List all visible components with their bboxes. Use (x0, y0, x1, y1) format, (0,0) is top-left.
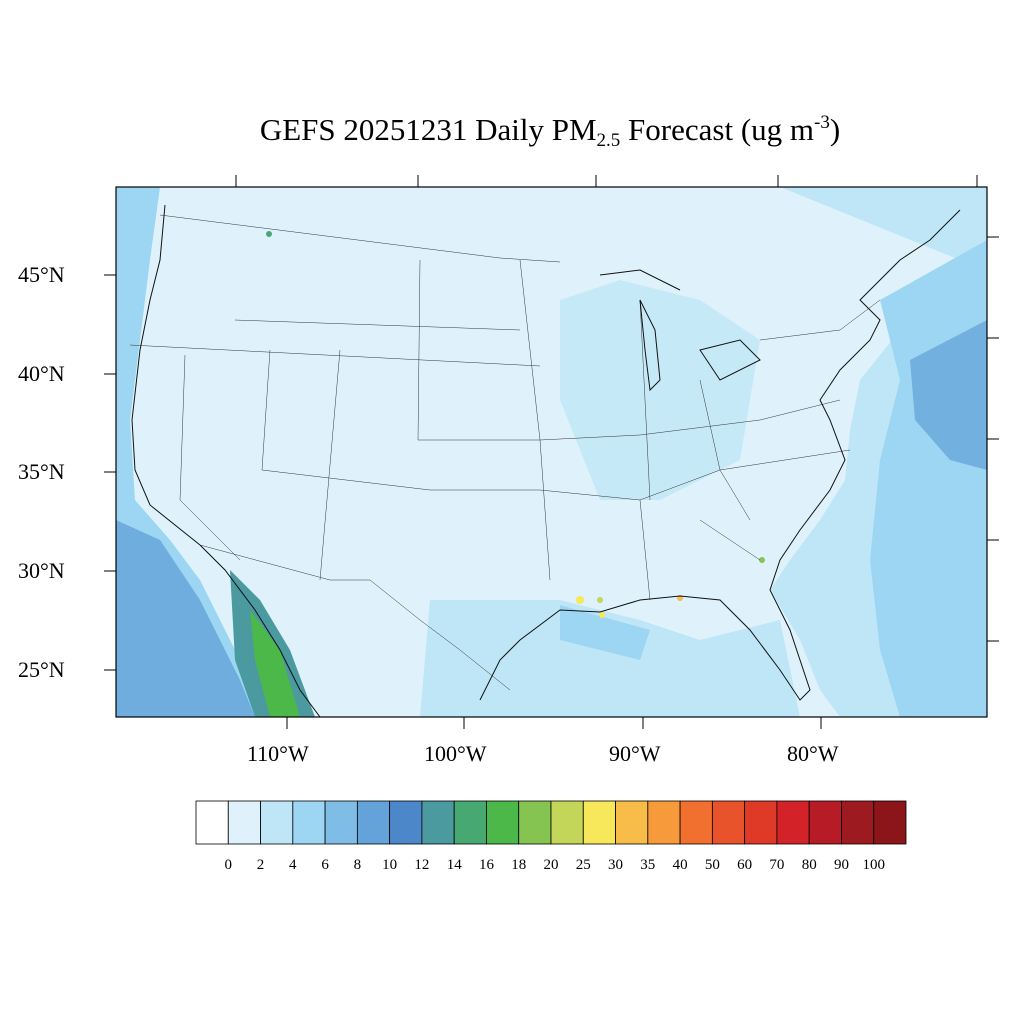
colorbar-tick-label: 0 (224, 857, 233, 873)
colorbar-swatch (324, 800, 358, 845)
colorbar-swatch (260, 800, 294, 845)
lat-label-35: 35°N (18, 459, 65, 484)
colorbar-swatch (292, 800, 326, 845)
title-suffix: ) (829, 112, 841, 147)
colorbar-tick-label: 35 (640, 857, 656, 873)
lat-label-30: 30°N (18, 558, 65, 583)
colorbar-swatch (776, 800, 810, 845)
colorbar-swatch (744, 800, 778, 845)
colorbar-tick-label: 18 (511, 857, 527, 873)
colorbar-tick-label: 80 (801, 857, 817, 873)
title-middle: Forecast (ug m (620, 112, 815, 147)
colorbar-tick-label: 10 (382, 857, 398, 873)
colorbar-swatch (582, 800, 616, 845)
colorbar-swatch (873, 800, 907, 845)
colorbar-tick-label: 60 (737, 857, 753, 873)
sinaloa-hotspot (250, 610, 300, 717)
gulf-plume (560, 605, 650, 660)
colorbar-swatch (421, 800, 455, 845)
colorbar-tick-label: 4 (289, 857, 297, 873)
lon-label-80w: 80°W (787, 741, 839, 766)
hotspot-louisiana-3 (599, 612, 605, 618)
pacific-plume (116, 520, 255, 717)
colorbar-swatch (195, 800, 229, 845)
hotspot-louisiana-1 (576, 596, 584, 604)
colorbar-swatch (389, 800, 423, 845)
lat-label-45: 45°N (18, 262, 65, 287)
colorbar-tick-label: 25 (575, 857, 591, 873)
colorbar-tick-label: 14 (446, 857, 462, 873)
colorbar-tick-label: 16 (479, 857, 494, 873)
colorbar-swatch (486, 800, 520, 845)
colorbar-tick-label: 90 (834, 857, 849, 873)
colorbar-tick-label: 8 (353, 857, 362, 873)
lon-label-100w: 100°W (424, 741, 487, 766)
lat-label-25: 25°N (18, 657, 65, 682)
atlantic-plume (870, 240, 987, 717)
colorbar-tick-label: 100 (862, 857, 885, 873)
hotspot-louisiana-2 (597, 597, 603, 603)
colorbar-swatch (808, 800, 842, 845)
lat-label-40: 40°N (18, 361, 65, 386)
colorbar-tick-label: 50 (704, 857, 720, 873)
atlantic-core (910, 320, 987, 470)
hotspot-georgia (759, 557, 765, 563)
colorbar-swatch (550, 800, 584, 845)
colorbar-tick-label: 20 (543, 857, 559, 873)
colorbar-swatch (453, 800, 487, 845)
colorbar-swatch (711, 800, 746, 845)
colorbar-tick-label: 30 (608, 857, 623, 873)
colorbar-swatch (356, 800, 391, 845)
map-panel (116, 187, 987, 717)
colorbar-swatch (679, 800, 713, 845)
lon-label-110w: 110°W (247, 741, 309, 766)
title-subscript: 2.5 (596, 130, 621, 151)
hotspot-montana (266, 231, 272, 237)
colorbar-tick-label: 40 (672, 857, 688, 873)
map-title: GEFS 20251231 Daily PM2.5 Forecast (ug m… (0, 112, 1024, 152)
title-prefix: GEFS 20251231 Daily PM (259, 112, 597, 147)
colorbar-swatch (518, 800, 552, 845)
axis-ticks (104, 175, 999, 729)
colorbar-tick-label: 6 (321, 857, 329, 873)
colorbar-swatch (647, 800, 681, 845)
map-frame (115, 186, 988, 718)
colorbar-swatch (841, 800, 875, 845)
lon-label-90w: 90°W (609, 741, 661, 766)
colorbar-tick-label: 12 (414, 857, 430, 873)
colorbar-swatch (615, 800, 649, 845)
state-boundaries (129, 214, 881, 691)
colorbar-tick-label: 2 (256, 857, 265, 873)
title-superscript: -3 (814, 112, 830, 133)
ohio-valley-haze (560, 280, 760, 500)
gulf-of-mexico (420, 600, 800, 717)
colorbar (195, 800, 907, 845)
colorbar-tick-label: 70 (769, 857, 785, 873)
colorbar-swatch (227, 800, 261, 845)
coastlines (131, 204, 961, 717)
